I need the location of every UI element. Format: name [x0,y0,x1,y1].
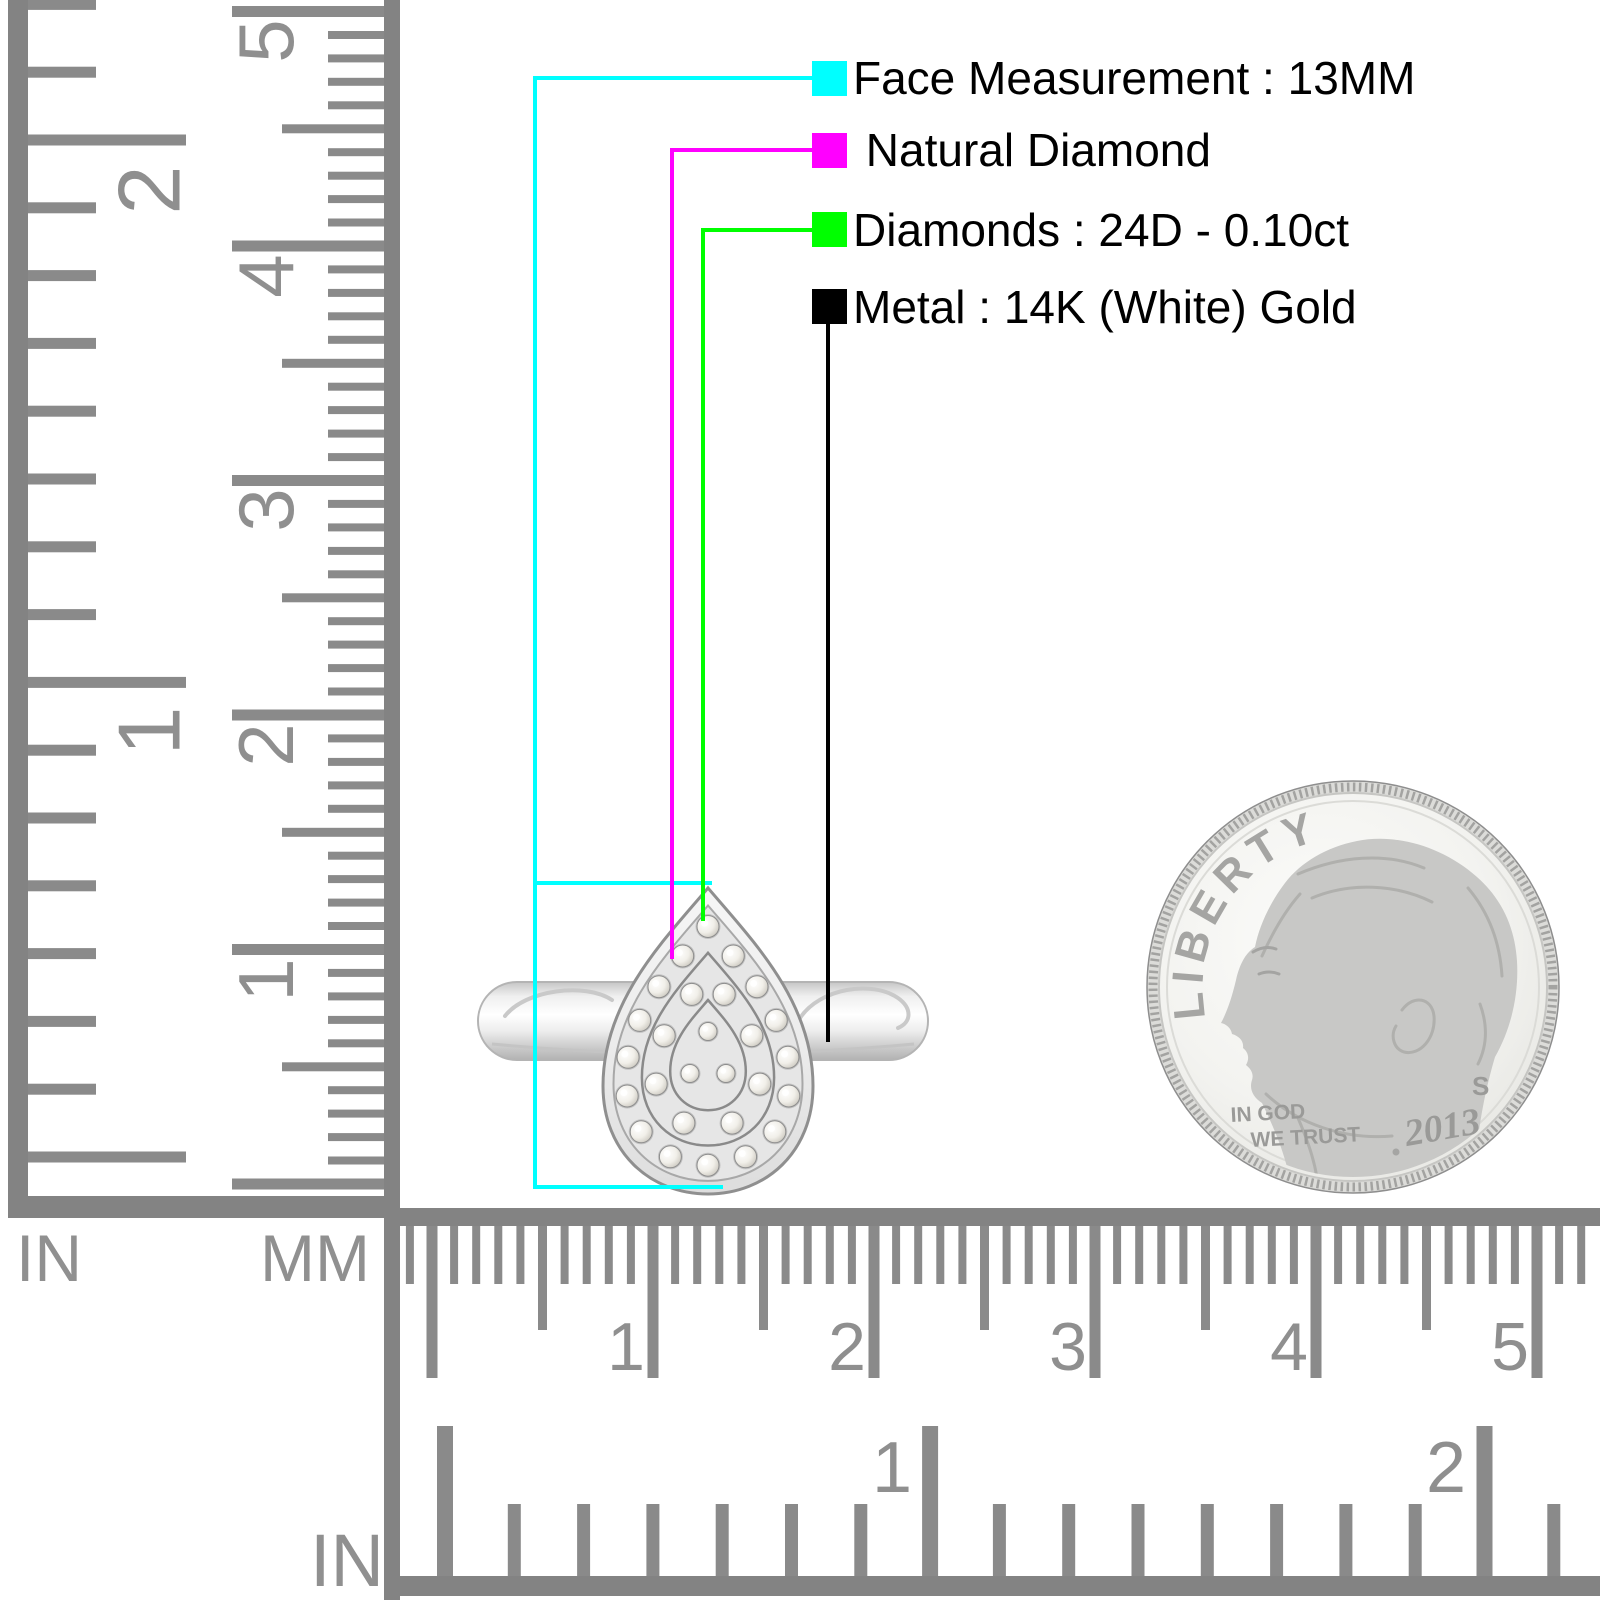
legend-label-natural-diamond: Natural Diamond [853,124,1211,176]
svg-text:5: 5 [222,19,310,62]
svg-text:2: 2 [828,1309,866,1385]
roosevelt-portrait [1221,838,1518,1177]
svg-text:2: 2 [1426,1428,1466,1508]
face-measurement-swatch [812,61,847,96]
horizontal-ruler: 1 2 3 4 51 2 [398,1208,1600,1596]
svg-text:4: 4 [1270,1309,1308,1385]
vertical-mm-unit-label: MM [260,1221,370,1295]
svg-text:4: 4 [222,254,310,297]
ring-photo [477,885,929,1196]
coin-mint-mark: S [1472,1071,1489,1101]
metal-swatch [812,289,847,324]
legend-label-diamonds: Diamonds : 24D - 0.10ct [853,204,1350,256]
horizontal-inch-unit-label: IN [310,1519,384,1600]
svg-text:1: 1 [100,707,199,756]
vertical-inch-unit-label: IN [16,1221,82,1295]
svg-text:3: 3 [222,488,310,531]
svg-text:2: 2 [100,166,199,215]
coin-mint-dot [1392,1148,1400,1156]
svg-text:2: 2 [222,723,310,766]
coin-motto-line1: IN GOD [1230,1100,1306,1127]
portrait-details [1251,856,1504,1177]
svg-text:1: 1 [607,1309,645,1385]
coin-photo: LIBERTY IN GOD WE TRUST 2013 S [1146,780,1560,1194]
legend-swatches [812,61,847,324]
leader-lines [533,76,830,1189]
natural-diamond-swatch [812,133,847,168]
natural-diamond-leader-line [670,148,818,959]
diamonds-leader-line [701,228,818,921]
svg-text:5: 5 [1491,1309,1529,1385]
coin-reeding [1148,782,1558,1192]
svg-text:1: 1 [872,1428,912,1508]
face-measurement-leader-line [533,76,818,1189]
coin-motto-line2: WE TRUST [1250,1123,1361,1152]
legend-label-face-measurement: Face Measurement : 13MM [853,52,1416,104]
svg-text:3: 3 [1049,1309,1087,1385]
svg-text:1: 1 [222,958,310,1001]
diamonds-swatch [812,212,847,247]
portrait-silhouette [1221,838,1518,1177]
legend-label-metal: Metal : 14K (White) Gold [853,281,1357,333]
